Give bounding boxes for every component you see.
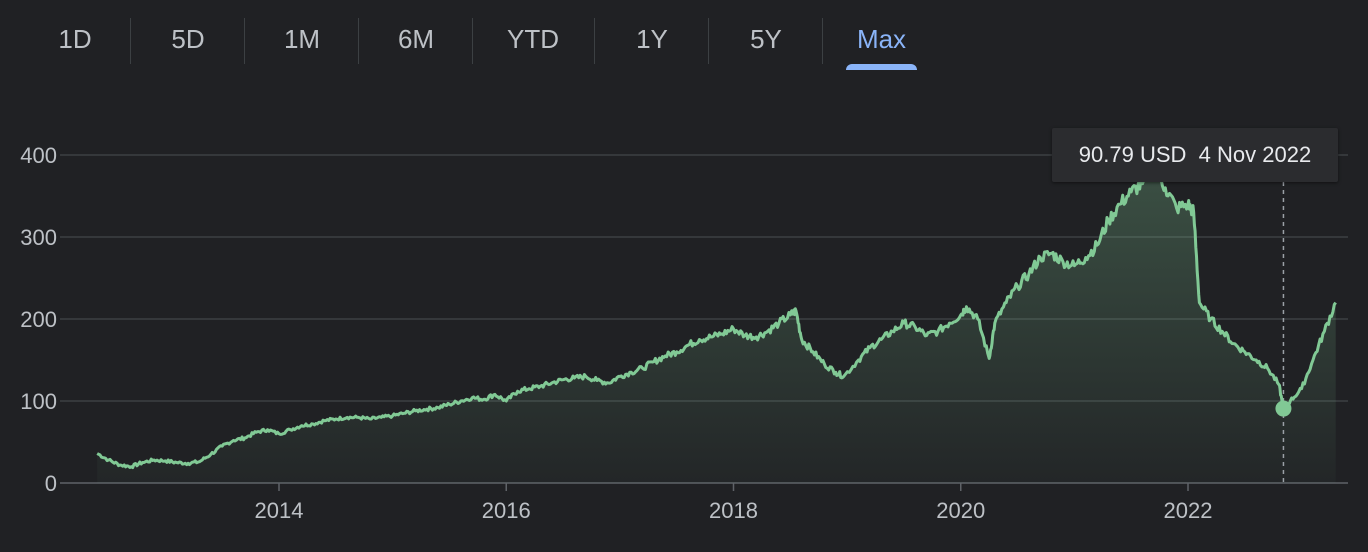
tab-1y[interactable]: 1Y <box>614 0 690 72</box>
tab-1d[interactable]: 1D <box>40 0 110 72</box>
tab-divider <box>708 18 709 64</box>
x-tick-label: 2018 <box>709 498 758 523</box>
x-tick-label: 2022 <box>1164 498 1213 523</box>
tab-divider <box>358 18 359 64</box>
range-tab-bar: 1D 5D 1M 6M YTD 1Y 5Y Max <box>0 0 960 72</box>
x-tick-label: 2016 <box>482 498 531 523</box>
tab-max[interactable]: Max <box>846 0 917 72</box>
price-area-fill <box>97 167 1336 484</box>
tab-label: Max <box>856 24 907 54</box>
tab-5y[interactable]: 5Y <box>728 0 804 72</box>
y-tick-label: 200 <box>20 307 57 332</box>
tooltip-price: 90.79 USD <box>1078 142 1187 167</box>
y-tick-label: 300 <box>20 225 57 250</box>
active-tab-indicator <box>846 64 917 70</box>
tooltip-date: 4 Nov 2022 <box>1198 142 1312 167</box>
tab-label: 1M <box>283 24 321 54</box>
tab-divider <box>472 18 473 64</box>
x-axis-ticks: 2014 2016 2018 2020 2022 <box>255 483 1213 523</box>
tab-divider <box>244 18 245 64</box>
tab-ytd[interactable]: YTD <box>490 0 576 72</box>
y-tick-label: 400 <box>20 143 57 168</box>
y-tick-label: 100 <box>20 389 57 414</box>
tab-label: 5D <box>171 24 205 54</box>
tab-label: 1Y <box>636 24 668 54</box>
tab-6m[interactable]: 6M <box>378 0 454 72</box>
x-tick-label: 2020 <box>936 498 985 523</box>
tab-divider <box>130 18 131 64</box>
tab-label: 5Y <box>750 24 782 54</box>
tab-1m[interactable]: 1M <box>264 0 340 72</box>
y-axis-ticks: 0 100 200 300 400 <box>20 143 57 496</box>
tab-divider <box>594 18 595 64</box>
price-tooltip: 90.79 USD 4 Nov 2022 <box>1052 128 1338 182</box>
x-tick-label: 2014 <box>255 498 304 523</box>
tab-5d[interactable]: 5D <box>150 0 226 72</box>
tab-divider <box>822 18 823 64</box>
y-tick-label: 0 <box>45 471 57 496</box>
hover-point <box>1275 400 1292 417</box>
tab-label: YTD <box>507 24 559 54</box>
tab-label: 6M <box>397 24 435 54</box>
tab-label: 1D <box>58 24 92 54</box>
